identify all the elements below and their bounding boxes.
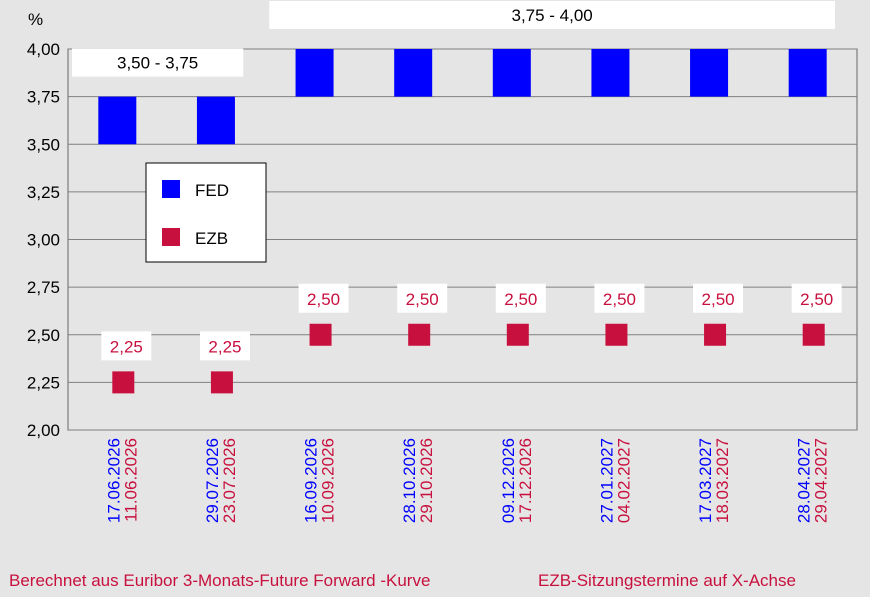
ezb-point <box>605 323 628 346</box>
legend-label-fed: FED <box>195 181 229 200</box>
ezb-point <box>802 323 825 346</box>
ezb-value-label-box <box>199 331 250 361</box>
fed-bar <box>788 49 827 97</box>
x-tick-label-ezb: 17.12.2026 <box>516 438 535 523</box>
legend-swatch-fed <box>162 180 180 198</box>
x-tick-label-fed: 29.07.2026 <box>203 438 222 523</box>
x-tick-label-ezb: 18.03.2027 <box>713 438 732 523</box>
ezb-value-label-box <box>495 283 546 313</box>
fed-bar <box>690 49 729 97</box>
ezb-value-label-box <box>397 283 448 313</box>
fed-range-label-box <box>269 1 835 29</box>
ezb-value-label-box <box>594 283 645 313</box>
y-tick-label: 2,75 <box>27 278 60 297</box>
ezb-point <box>408 323 431 346</box>
x-tick-label-ezb: 04.02.2027 <box>614 438 633 523</box>
x-tick-label-fed: 17.03.2027 <box>696 438 715 523</box>
fed-bar <box>492 49 531 97</box>
x-tick-label-fed: 27.01.2027 <box>597 438 616 523</box>
y-tick-label: 3,75 <box>27 88 60 107</box>
ezb-value-label-box <box>298 283 349 313</box>
x-tick-label-ezb: 11.06.2026 <box>121 438 140 522</box>
x-tick-label-ezb: 29.10.2026 <box>417 438 436 523</box>
ezb-value-label: 2,25 <box>208 337 241 356</box>
fed-range-label: 3,50 - 3,75 <box>117 54 198 73</box>
ezb-value-label: 2,25 <box>110 337 143 356</box>
y-tick-label: 3,25 <box>27 183 60 202</box>
ezb-value-label-box <box>101 331 152 361</box>
ezb-value-label: 2,50 <box>406 290 439 309</box>
ezb-value-label-box <box>693 283 744 313</box>
ezb-value-label-box <box>791 283 842 313</box>
ezb-point <box>112 371 135 394</box>
x-tick-label-ezb: 23.07.2026 <box>220 438 239 523</box>
x-tick-label-fed: 17.06.2026 <box>104 438 123 523</box>
y-tick-label: 3,50 <box>27 135 60 154</box>
ezb-value-label: 2,50 <box>603 290 636 309</box>
legend-label-ezb: EZB <box>195 229 228 248</box>
fed-range-label-box <box>72 48 244 77</box>
fed-bar <box>295 49 334 97</box>
ezb-value-label: 2,50 <box>702 290 735 309</box>
ezb-point <box>704 323 727 346</box>
x-tick-label-fed: 16.09.2026 <box>302 438 321 523</box>
y-tick-label: 2,50 <box>27 326 60 345</box>
ezb-point <box>210 371 233 394</box>
y-tick-label: 4,00 <box>27 40 60 59</box>
ezb-value-label: 2,50 <box>504 290 537 309</box>
fed-bar <box>591 49 630 97</box>
x-tick-label-fed: 09.12.2026 <box>499 438 518 523</box>
x-tick-label-fed: 28.04.2027 <box>795 438 814 523</box>
fed-bar <box>394 49 433 97</box>
fed-range-label: 3,75 - 4,00 <box>511 6 592 25</box>
x-tick-label-fed: 28.10.2026 <box>400 438 419 523</box>
y-axis-label: % <box>28 10 43 29</box>
y-tick-label: 2,00 <box>27 421 60 440</box>
x-tick-label-ezb: 10.09.2026 <box>319 438 338 523</box>
x-tick-label-ezb: 29.04.2027 <box>812 438 831 523</box>
y-tick-label: 2,25 <box>27 373 60 392</box>
ezb-value-label: 2,50 <box>800 290 833 309</box>
fed-bar <box>196 96 235 145</box>
footnote-source: Berechnet aus Euribor 3-Monats-Future Fo… <box>9 571 431 590</box>
y-tick-label: 3,00 <box>27 231 60 250</box>
ezb-point <box>309 323 332 346</box>
fed-bar <box>98 96 137 145</box>
footnote-axis-info: EZB-Sitzungstermine auf X-Achse <box>538 571 796 590</box>
legend-swatch-ezb <box>162 228 180 246</box>
ezb-value-label: 2,50 <box>307 290 340 309</box>
ezb-point <box>506 323 529 346</box>
